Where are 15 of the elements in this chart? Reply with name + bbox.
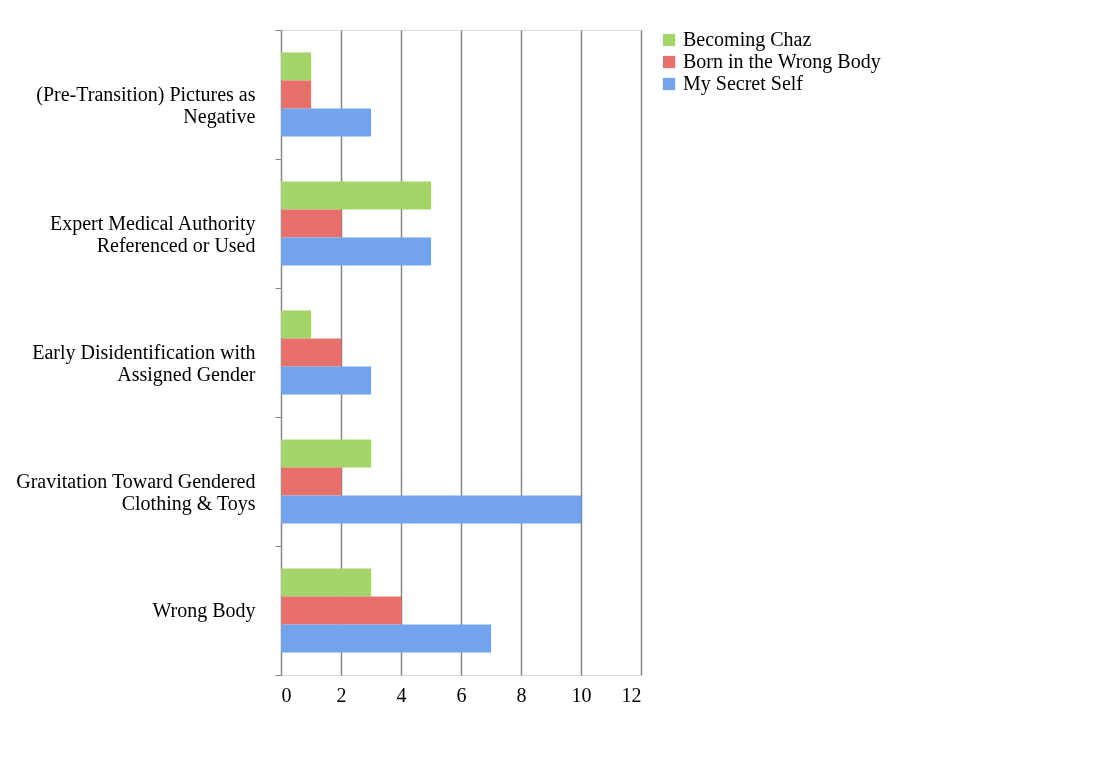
x-tick-label: 4 <box>396 683 407 706</box>
x-tick-label: 12 <box>621 683 642 706</box>
x-tick-label: 6 <box>456 683 467 706</box>
legend-label: Born in the Wrong Body <box>683 50 881 73</box>
x-tick-label: 0 <box>281 683 292 706</box>
legend-label: My Secret Self <box>683 72 804 95</box>
y-tick-label: Expert Medical Authority Referenced or Used <box>49 212 256 256</box>
x-tick-label: 2 <box>336 683 347 706</box>
y-tick-label: (Pre-Transition) Pictures as Negative <box>36 83 256 128</box>
legend-label: Becoming Chaz <box>683 28 812 51</box>
x-tick-label: 10 <box>571 683 592 706</box>
y-tick-label: Gravitation Toward Gendered Clothing & Toys <box>16 470 256 515</box>
y-tick-label: Early Disidentification with Assigned Gender <box>32 341 256 386</box>
x-tick-label: 8 <box>516 683 527 706</box>
y-tick-label: Wrong Body <box>152 599 256 622</box>
